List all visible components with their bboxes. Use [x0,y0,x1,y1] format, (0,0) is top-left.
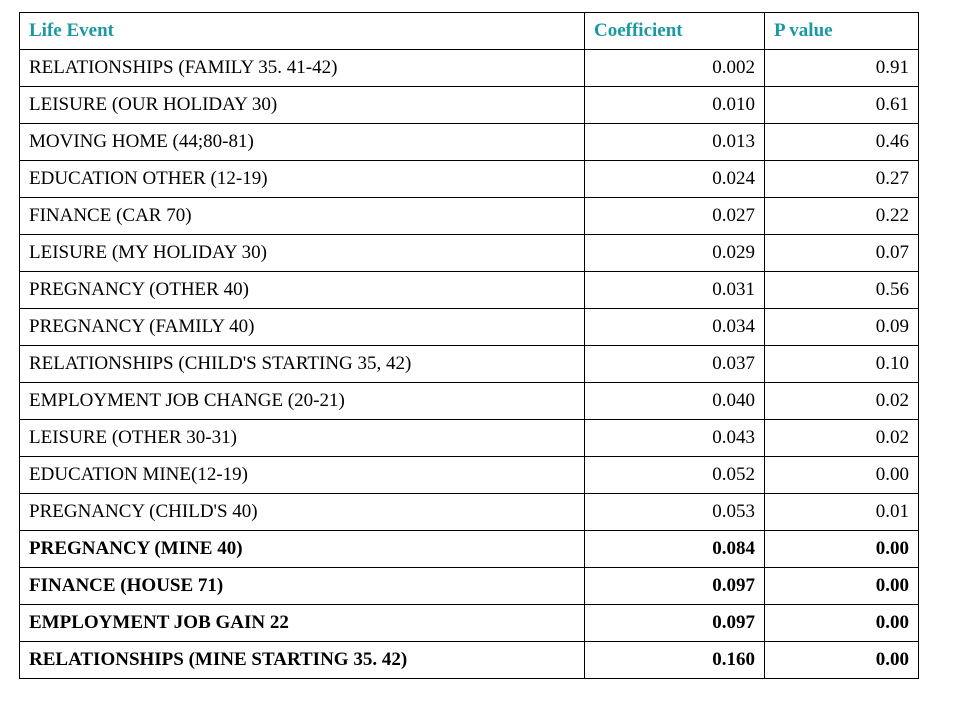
table-row: PREGNANCY (CHILD'S 40) 0.053 0.01 [19,493,919,531]
header-life-event: Life Event [19,12,585,50]
cell-life-event: RELATIONSHIPS (MINE STARTING 35. 42) [19,641,585,679]
table-row: EMPLOYMENT JOB CHANGE (20-21) 0.040 0.02 [19,382,919,420]
cell-p-value: 0.56 [764,271,919,309]
table-row: LEISURE (MY HOLIDAY 30) 0.029 0.07 [19,234,919,272]
cell-coefficient: 0.031 [584,271,765,309]
cell-coefficient: 0.097 [584,604,765,642]
cell-p-value: 0.10 [764,345,919,383]
table-row: FINANCE (HOUSE 71) 0.097 0.00 [19,567,919,605]
cell-life-event: LEISURE (MY HOLIDAY 30) [19,234,585,272]
cell-p-value: 0.01 [764,493,919,531]
cell-coefficient: 0.024 [584,160,765,198]
cell-coefficient: 0.097 [584,567,765,605]
cell-life-event: LEISURE (OUR HOLIDAY 30) [19,86,585,124]
cell-p-value: 0.22 [764,197,919,235]
cell-coefficient: 0.053 [584,493,765,531]
cell-life-event: RELATIONSHIPS (CHILD'S STARTING 35, 42) [19,345,585,383]
table-row: FINANCE (CAR 70) 0.027 0.22 [19,197,919,235]
cell-life-event: EMPLOYMENT JOB CHANGE (20-21) [19,382,585,420]
table-row: PREGNANCY (MINE 40) 0.084 0.00 [19,530,919,568]
table-row: RELATIONSHIPS (FAMILY 35. 41-42) 0.002 0.9… [19,49,919,87]
table-row: PREGNANCY (OTHER 40) 0.031 0.56 [19,271,919,309]
cell-coefficient: 0.160 [584,641,765,679]
cell-p-value: 0.91 [764,49,919,87]
cell-life-event: PREGNANCY (OTHER 40) [19,271,585,309]
table-row: MOVING HOME (44;80-81) 0.013 0.46 [19,123,919,161]
cell-p-value: 0.00 [764,604,919,642]
cell-life-event: RELATIONSHIPS (FAMILY 35. 41-42) [19,49,585,87]
table-header-row: Life Event Coefficient P value [19,12,919,50]
cell-p-value: 0.61 [764,86,919,124]
cell-p-value: 0.02 [764,382,919,420]
cell-life-event: FINANCE (HOUSE 71) [19,567,585,605]
cell-life-event: PREGNANCY (CHILD'S 40) [19,493,585,531]
cell-p-value: 0.00 [764,456,919,494]
cell-p-value: 0.00 [764,641,919,679]
table-row: LEISURE (OUR HOLIDAY 30) 0.010 0.61 [19,86,919,124]
cell-coefficient: 0.010 [584,86,765,124]
life-events-table: Life Event Coefficient P value RELATIONS… [19,12,919,679]
cell-life-event: EMPLOYMENT JOB GAIN 22 [19,604,585,642]
cell-life-event: FINANCE (CAR 70) [19,197,585,235]
cell-p-value: 0.00 [764,567,919,605]
cell-coefficient: 0.034 [584,308,765,346]
cell-p-value: 0.02 [764,419,919,457]
table-row: PREGNANCY (FAMILY 40) 0.034 0.09 [19,308,919,346]
cell-coefficient: 0.043 [584,419,765,457]
cell-life-event: PREGNANCY (FAMILY 40) [19,308,585,346]
cell-p-value: 0.07 [764,234,919,272]
cell-coefficient: 0.027 [584,197,765,235]
header-coefficient: Coefficient [584,12,765,50]
cell-p-value: 0.46 [764,123,919,161]
cell-life-event: MOVING HOME (44;80-81) [19,123,585,161]
table-row: EMPLOYMENT JOB GAIN 22 0.097 0.00 [19,604,919,642]
header-p-value: P value [764,12,919,50]
cell-life-event: PREGNANCY (MINE 40) [19,530,585,568]
cell-coefficient: 0.013 [584,123,765,161]
cell-coefficient: 0.002 [584,49,765,87]
table-row: EDUCATION MINE(12-19) 0.052 0.00 [19,456,919,494]
cell-coefficient: 0.037 [584,345,765,383]
cell-p-value: 0.09 [764,308,919,346]
cell-life-event: EDUCATION OTHER (12-19) [19,160,585,198]
table-row: RELATIONSHIPS (MINE STARTING 35. 42) 0.16… [19,641,919,679]
cell-life-event: LEISURE (OTHER 30-31) [19,419,585,457]
cell-coefficient: 0.040 [584,382,765,420]
cell-coefficient: 0.029 [584,234,765,272]
cell-p-value: 0.00 [764,530,919,568]
cell-p-value: 0.27 [764,160,919,198]
table-body: RELATIONSHIPS (FAMILY 35. 41-42) 0.002 0.9… [19,49,919,679]
cell-coefficient: 0.084 [584,530,765,568]
cell-coefficient: 0.052 [584,456,765,494]
table-row: EDUCATION OTHER (12-19) 0.024 0.27 [19,160,919,198]
table-row: RELATIONSHIPS (CHILD'S STARTING 35, 42) 0… [19,345,919,383]
cell-life-event: EDUCATION MINE(12-19) [19,456,585,494]
table-row: LEISURE (OTHER 30-31) 0.043 0.02 [19,419,919,457]
